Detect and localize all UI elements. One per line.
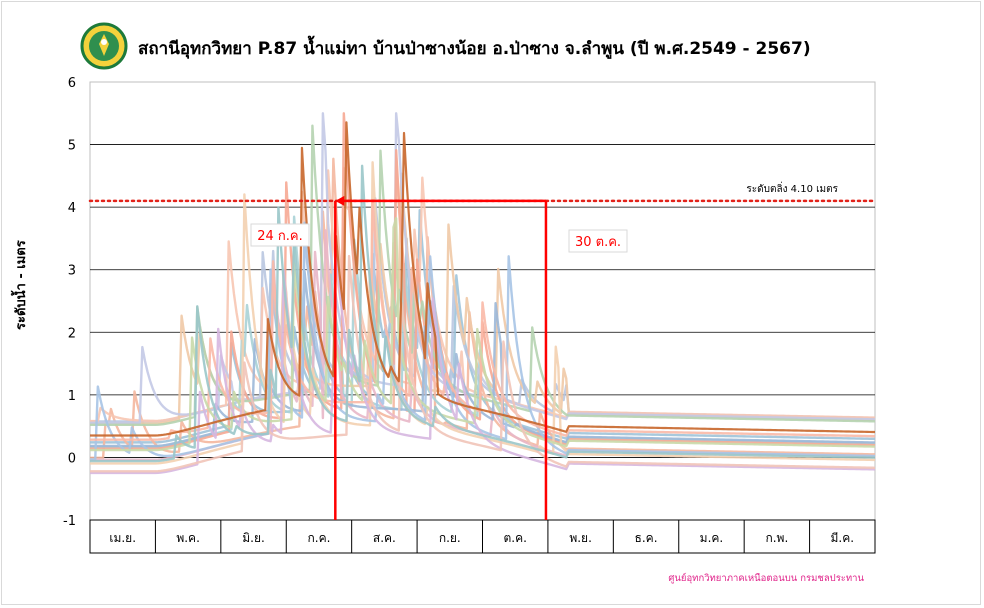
month-label: พ.ย. [569,531,592,545]
y-tick-label: 2 [68,326,76,341]
chart-title: สถานีอุทกวิทยา P.87 น้ำแม่ทา บ้านป่าซางน… [138,39,811,59]
series-line [90,270,876,448]
y-tick-label: 5 [68,139,76,154]
y-tick-label: 6 [68,76,76,91]
royal-irrigation-logo [80,22,128,70]
month-label: ก.ค. [307,531,330,545]
series-line [90,200,876,441]
series-line [90,166,876,423]
window-end-label-box [568,229,628,253]
series-line [90,254,876,473]
series-group [90,112,876,475]
y-tick-label: -1 [63,514,76,529]
series-line [90,161,876,465]
y-tick-label: 4 [68,201,76,216]
month-label: ก.พ. [765,531,788,545]
series-line [90,156,876,460]
window-end-label: 30 ต.ค. [575,235,621,250]
series-line [90,112,876,425]
series-line [90,221,876,461]
month-label: เม.ย. [109,531,136,545]
series-line [90,124,876,427]
month-label: ก.ย. [439,531,461,545]
month-label: มิ.ย. [242,531,265,545]
month-label: ม.ค. [700,531,724,545]
window-start-label-box [250,223,310,247]
threshold-label: ระดับตลิ่ง 4.10 เมตร [746,181,838,195]
month-label: มี.ค. [831,531,855,545]
window-arrow-head [335,195,345,206]
series-line [90,121,876,437]
window-start-label: 24 ก.ค. [257,229,303,244]
month-label: ต.ค. [503,531,526,545]
y-tick-label: 3 [68,264,76,279]
footer-credit: ศูนย์อุทกวิทยาภาคเหนือตอนบน กรมชลประทาน [668,573,864,584]
y-tick-label: 0 [68,451,76,466]
month-label: พ.ค. [176,531,200,545]
month-label: ธ.ค. [635,531,658,545]
y-tick-label: 1 [68,389,76,404]
month-label: ส.ค. [373,531,396,545]
